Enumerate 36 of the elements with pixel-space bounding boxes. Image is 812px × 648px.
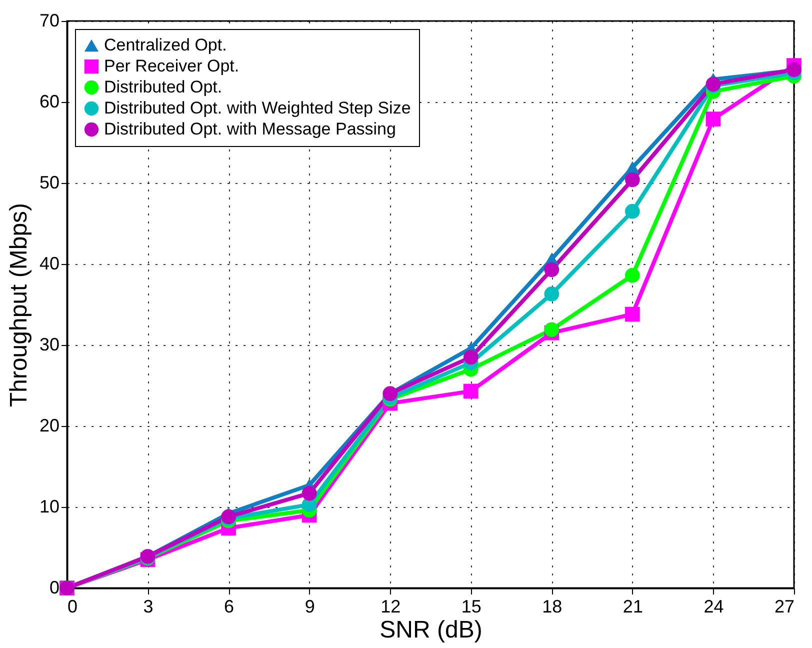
- legend-label: Distributed Opt.: [104, 78, 222, 96]
- point: [302, 486, 317, 501]
- x-tick-label: 18: [542, 596, 562, 616]
- legend-label: Per Receiver Opt.: [104, 56, 240, 76]
- y-tick-label: 70: [39, 10, 60, 30]
- x-tick-label: 12: [380, 596, 401, 616]
- y-tick-label: 40: [39, 254, 60, 274]
- legend-label: Centralized Opt.: [104, 36, 227, 54]
- point: [544, 262, 560, 278]
- y-tick-label: 50: [39, 172, 60, 192]
- point: [706, 112, 721, 126]
- point: [625, 204, 640, 219]
- x-tick-label: 24: [704, 596, 724, 616]
- x-tick-label: 15: [461, 596, 482, 616]
- y-tick-label: 10: [39, 496, 60, 516]
- legend-label: Distributed Opt. with Message Passing: [104, 120, 396, 138]
- y-tick-label: 60: [39, 92, 60, 112]
- point: [463, 350, 478, 365]
- legend-label: Distributed Opt. with Weighted Step Size: [104, 98, 411, 118]
- y-tick-label: 20: [39, 416, 60, 436]
- point: [625, 268, 640, 283]
- point: [544, 322, 560, 338]
- y-axis-title: Throughput (Mbps): [5, 202, 32, 408]
- y-tick-label: 0: [49, 578, 60, 598]
- x-tick-label: 27: [774, 596, 794, 616]
- x-tick-label: 3: [143, 596, 154, 616]
- point: [625, 306, 640, 322]
- x-tick-label: 21: [622, 596, 643, 616]
- point: [463, 384, 478, 399]
- y-tick-label: 30: [39, 334, 60, 354]
- x-tick-label: 6: [224, 596, 234, 616]
- x-axis-title: SNR (dB): [380, 616, 482, 644]
- point: [544, 286, 560, 302]
- x-tick-label: 9: [304, 596, 315, 616]
- point: [625, 172, 640, 188]
- x-tick-label: 0: [68, 596, 78, 616]
